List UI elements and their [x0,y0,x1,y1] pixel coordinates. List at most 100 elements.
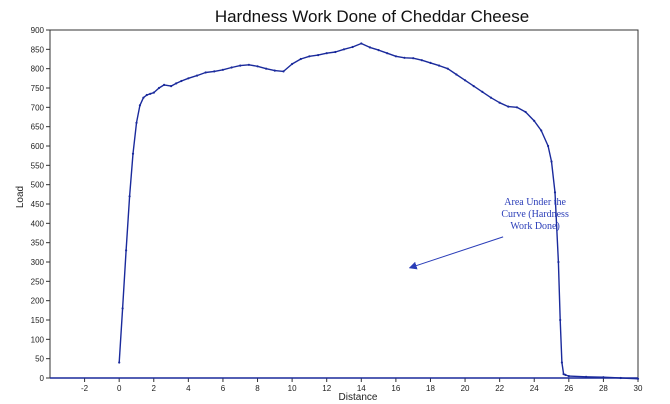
annotation-text-line: Curve (Hardness [501,209,569,220]
x-tick-label: 10 [288,384,297,393]
data-point [163,83,166,86]
x-tick-label: 22 [495,384,504,393]
y-tick-label: 550 [31,161,45,170]
y-tick-label: 0 [40,374,45,383]
data-point [560,361,564,364]
data-point [195,74,199,77]
y-tick-label: 900 [31,26,45,35]
data-point [131,152,135,155]
x-axis-label: Distance [339,392,378,403]
y-tick-label: 700 [31,103,45,112]
x-tick-label: 30 [634,384,643,393]
data-point [464,79,467,82]
data-point [213,70,216,73]
data-point [170,85,173,88]
data-point [325,52,328,55]
y-tick-label: 200 [31,297,45,306]
y-tick-label: 100 [31,335,45,344]
x-tick-label: 0 [117,384,122,393]
data-point [360,42,363,45]
x-tick-label: 20 [461,384,470,393]
data-point [247,63,250,66]
data-point [455,73,458,76]
x-tick-label: 12 [322,384,331,393]
data-point [386,52,389,55]
y-tick-label: 250 [31,277,45,286]
data-point [403,56,406,59]
data-point [157,86,161,90]
y-tick-label: 850 [31,45,45,54]
data-point [515,106,519,109]
y-tick-label: 600 [31,142,45,151]
data-point [481,90,484,93]
data-point [282,70,285,73]
x-tick-label: 16 [391,384,400,393]
data-point [317,54,320,57]
y-axis-label: Load [15,186,26,208]
x-tick-label: 24 [530,384,539,393]
data-point [547,144,550,148]
data-point [412,57,415,60]
data-point [175,82,178,85]
data-point [557,260,560,264]
data-point [377,49,380,52]
annotation-arrow [408,236,504,270]
y-tick-label: 300 [31,258,45,267]
data-point [342,48,346,51]
data-point [149,92,152,95]
x-tick-label: 4 [186,384,191,393]
x-tick-label: 28 [599,384,608,393]
data-point [472,85,475,88]
y-tick-label: 400 [31,219,45,228]
data-point [524,110,527,114]
annotation-text-line: Area Under the [504,197,566,208]
data-point [564,373,567,376]
x-axis-ticks: -2 0 2 4 6 8 10 12 14 16 18 20 22 24 26 28 30 [81,378,643,393]
annotation-text-line: Work Done) [510,221,559,232]
data-point [553,191,557,194]
data-point [567,375,570,378]
data-point [498,101,501,104]
x-tick-label: 14 [357,384,366,393]
data-point [121,307,124,310]
data-point [507,105,510,108]
series-layer [50,42,640,380]
x-tick-label: 2 [152,384,157,393]
data-point [128,195,131,198]
y-tick-label: 150 [31,316,45,325]
data-point [204,71,207,74]
data-point [299,57,302,61]
y-tick-label: 50 [35,355,44,364]
data-point [308,55,311,58]
y-axis-ticks: 0 50 100 150 200 250 300 350 400 450 500 550 600 650 7… [31,26,50,383]
data-point [394,55,397,58]
data-point [152,91,155,94]
data-point [550,160,553,163]
data-point [562,373,565,376]
data-point [138,104,141,107]
data-point [239,64,242,67]
y-tick-label: 450 [31,200,45,209]
data-point [559,318,562,322]
data-point [533,119,536,122]
y-tick-label: 800 [31,65,45,74]
data-point [351,45,354,49]
chart-title: Hardness Work Done of Cheddar Cheese [215,7,529,26]
data-point [368,46,371,49]
data-point [420,59,423,62]
data-point [265,67,268,70]
x-tick-label: 18 [426,384,435,393]
y-tick-label: 750 [31,84,45,93]
data-point [429,61,432,64]
data-point [230,66,233,69]
x-tick-label: 6 [221,384,226,393]
data-point [273,69,276,72]
data-point [489,96,493,99]
data-point [125,249,128,252]
x-tick-label: 8 [255,384,260,393]
data-point [446,67,449,70]
y-tick-label: 650 [31,123,45,132]
y-tick-label: 500 [31,181,45,190]
